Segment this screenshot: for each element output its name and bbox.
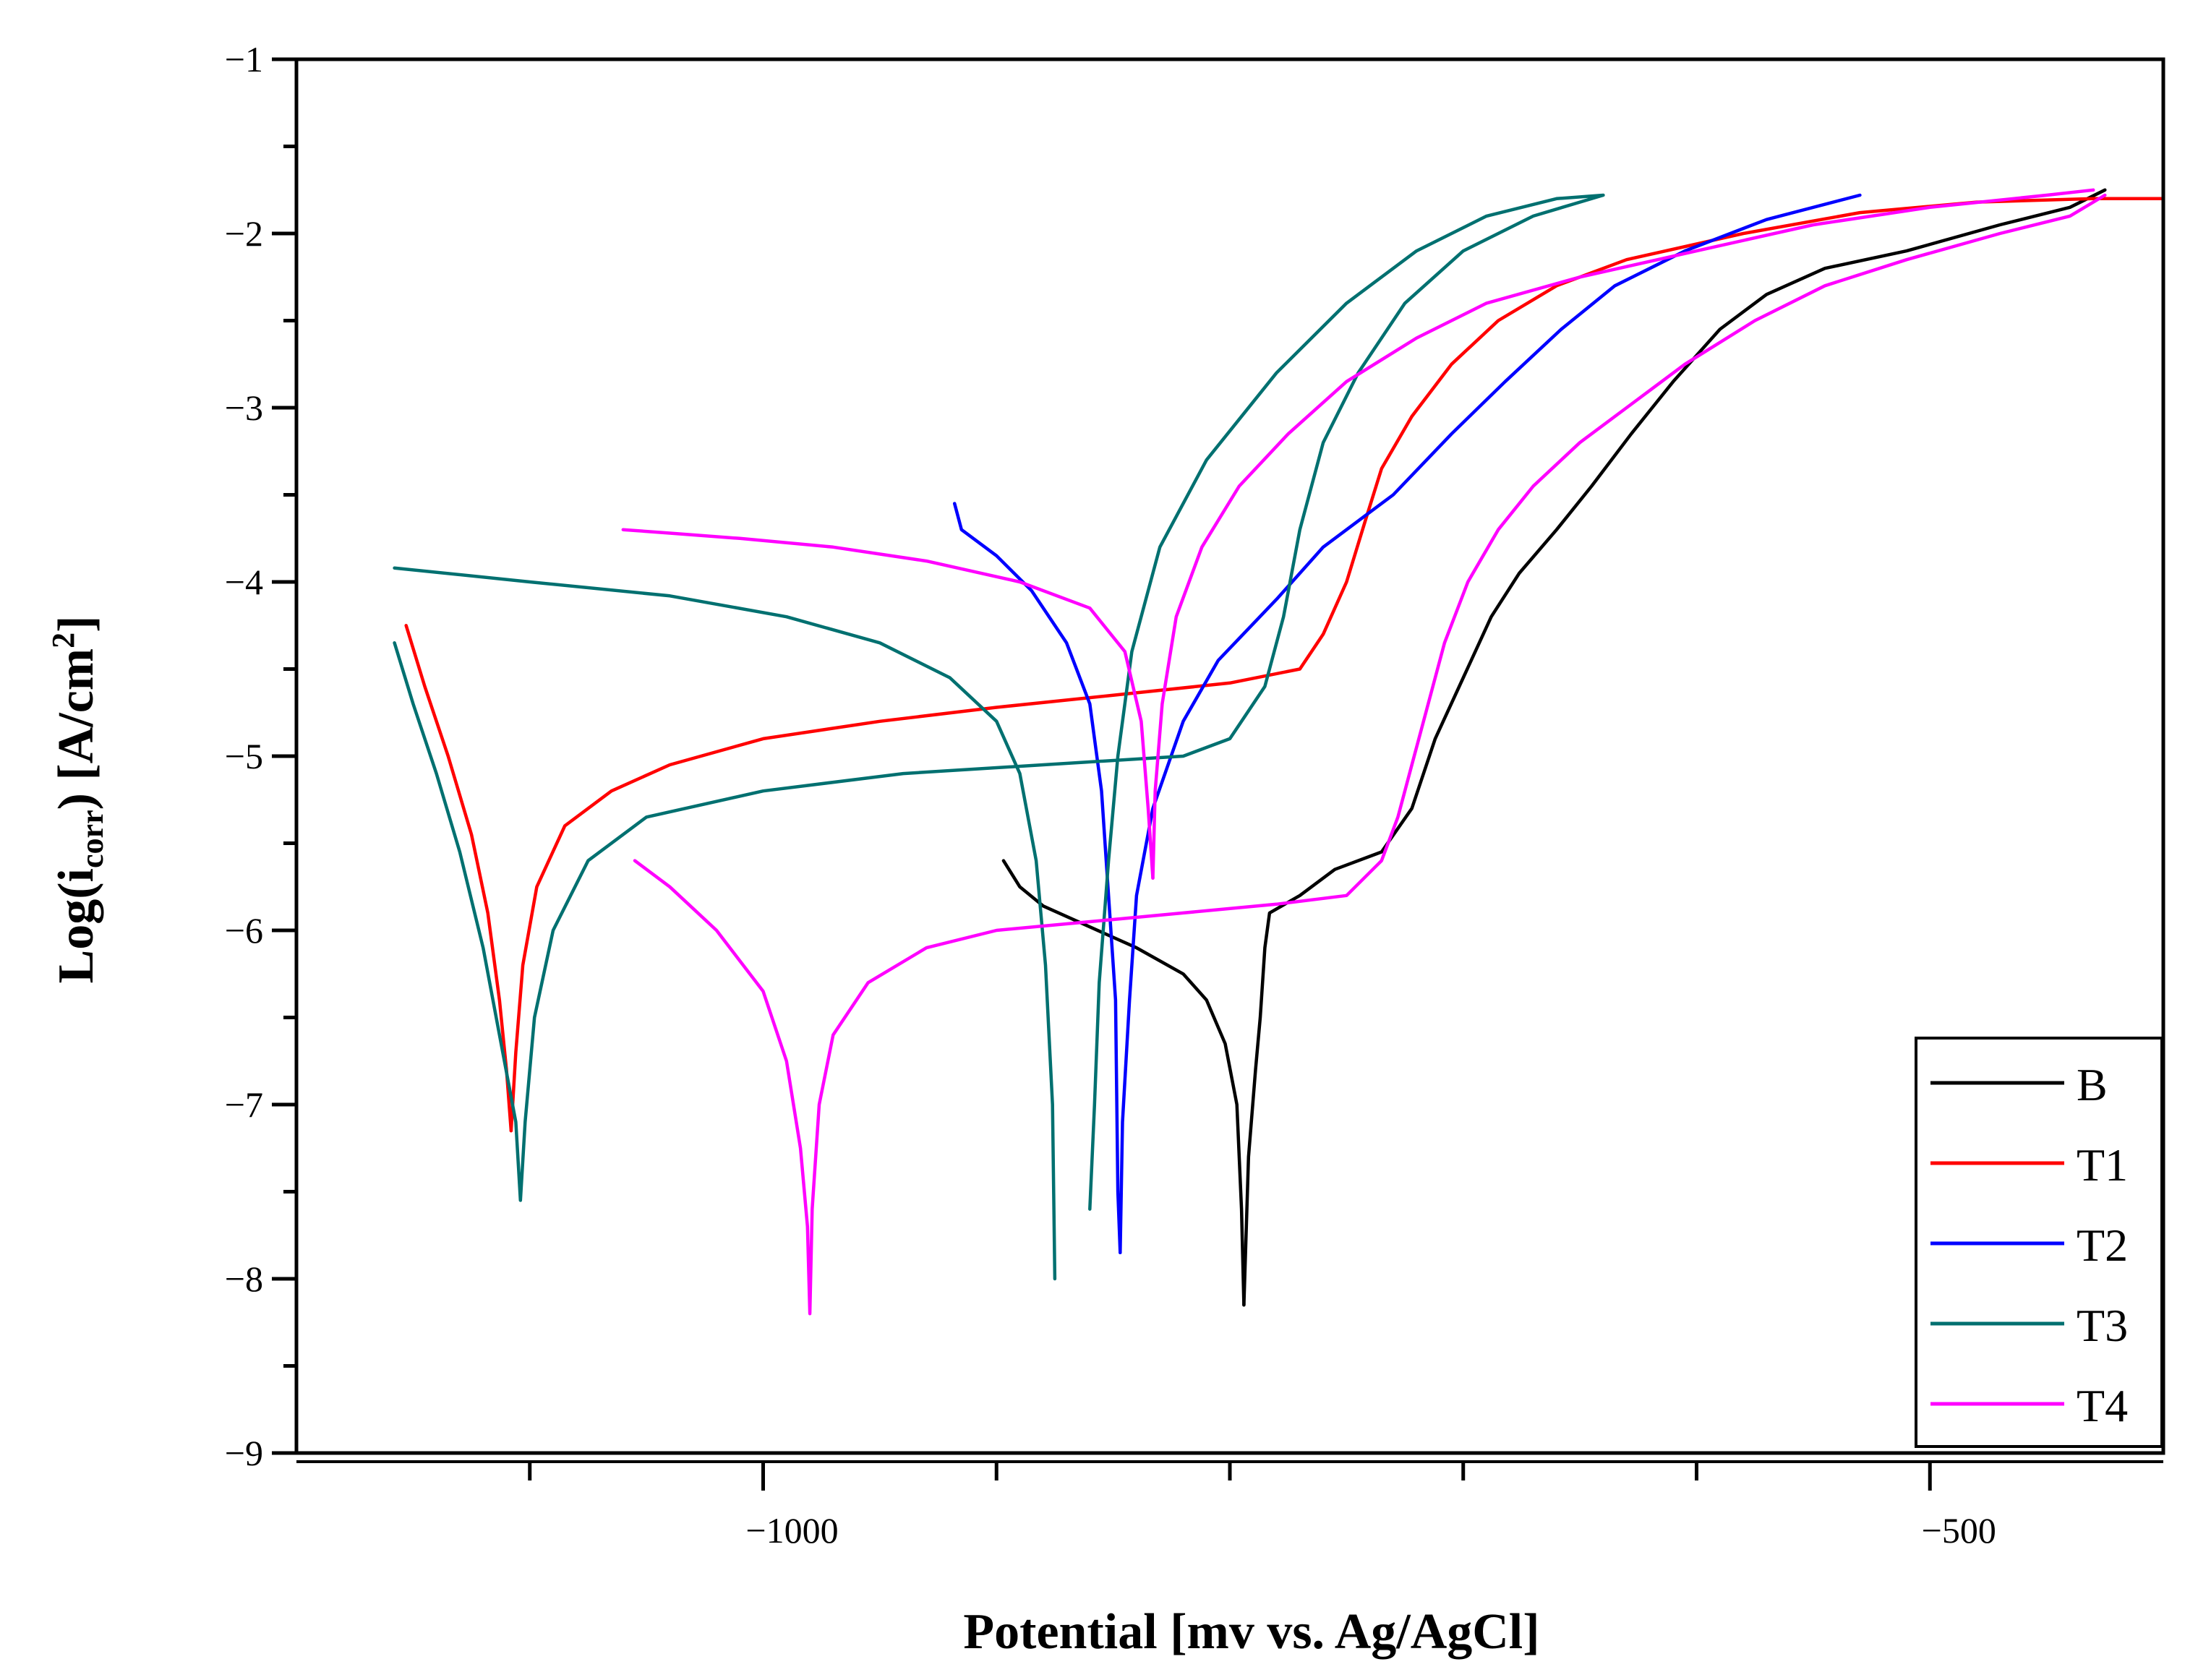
y-tick-label: −5: [225, 736, 263, 776]
series-line-t3-cathodic: [393, 566, 1057, 1281]
legend-label-t1: T1: [2077, 1139, 2128, 1191]
plot-lines: [393, 188, 2165, 1316]
y-axis-title-prefix: Log(i: [48, 868, 104, 983]
legend-label-t3: T3: [2077, 1300, 2128, 1351]
series-line-t4-extra: [633, 193, 2107, 1316]
x-tick-label: −500: [1922, 1510, 1996, 1551]
series-line-t2-anodic: [1119, 193, 1862, 1255]
y-tick-label: −4: [225, 562, 263, 602]
legend-label-t4: T4: [2077, 1380, 2128, 1431]
y-axis-title-suffix: ]: [48, 616, 104, 633]
y-axis-title: Log(icorr) [A/cm2]: [46, 616, 110, 984]
x-axis-title: Potential [mv vs. Ag/AgCl]: [963, 1604, 1539, 1660]
y-tick-label: −6: [225, 910, 263, 951]
legend: B T1 T2 T3 T4: [1915, 1037, 2163, 1448]
series-line-b-cathodic: [1001, 859, 1246, 1307]
y-axis-title-subscript: corr: [74, 810, 110, 868]
series-line-t2-cathodic: [952, 502, 1122, 1255]
series-line-t3-anodic: [393, 193, 1605, 1211]
legend-label-t2: T2: [2077, 1220, 2128, 1271]
series-line-t4-cathodic: [621, 528, 1155, 880]
series-line-b-anodic: [1242, 188, 2107, 1307]
axes-ticks: [272, 57, 2163, 1491]
tick-labels: −9 −8 −7 −6 −5 −4 −3 −2 −1 −1000 −500: [225, 39, 1996, 1551]
series-line-t4-anodic: [1151, 188, 2095, 880]
y-tick-label: −1: [225, 39, 263, 80]
y-tick-label: −9: [225, 1433, 263, 1473]
legend-label-b: B: [2077, 1059, 2108, 1110]
x-tick-label: −1000: [745, 1510, 838, 1551]
y-axis-title-middle: ) [A/cm: [48, 648, 104, 810]
y-tick-label: −2: [225, 213, 263, 254]
y-tick-label: −3: [225, 387, 263, 428]
y-axis-title-superscript: 2: [46, 633, 81, 648]
y-tick-label: −7: [225, 1084, 263, 1125]
y-tick-label: −8: [225, 1259, 263, 1299]
